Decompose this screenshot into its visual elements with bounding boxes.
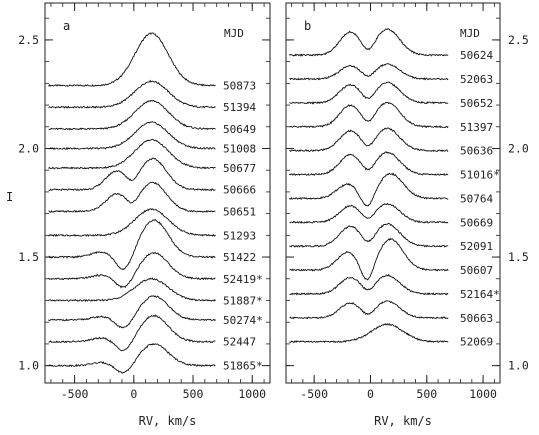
series-label: 51422 — [223, 251, 256, 264]
series-line-50636 — [289, 127, 449, 153]
series-label: 50274* — [223, 314, 263, 327]
series-line-50651 — [48, 181, 216, 213]
x-tick-label: 0 — [130, 387, 137, 401]
x-tick-label: 500 — [183, 387, 204, 401]
series-label: 50636 — [460, 145, 493, 158]
series-label: 51887* — [223, 294, 263, 307]
series-line-51293 — [48, 208, 216, 237]
series-label: 52419* — [223, 273, 263, 286]
series-label: 52164* — [460, 288, 500, 301]
series-label: 50669 — [460, 216, 493, 229]
x-tick-label: -500 — [300, 387, 328, 401]
series-label: 52069 — [460, 336, 493, 349]
series-label: 51865* — [223, 360, 263, 373]
series-line-51008 — [48, 121, 216, 151]
series-line-51887-star — [48, 277, 216, 303]
panel-a: -500 0 500 1000 1.0 1.5 2.0 2.5 a MJD RV, km/s I 508… — [6, 2, 271, 428]
x-axis-label: RV, km/s — [374, 414, 432, 428]
series-label: 51008 — [223, 142, 256, 155]
series-label: 52091 — [460, 240, 493, 253]
series-label: 51394 — [223, 101, 256, 114]
y-tick-label: 1.5 — [18, 250, 39, 264]
mjd-header: MJD — [460, 27, 480, 40]
series-line-52063 — [289, 63, 449, 81]
y-axis-label: I — [6, 190, 13, 204]
series-line-50663 — [289, 300, 449, 320]
series-label: 50652 — [460, 97, 493, 110]
x-tick-label: 1000 — [238, 387, 266, 401]
series-line-52447 — [48, 314, 216, 352]
y-tick-label: 1.0 — [18, 359, 39, 373]
x-tick-label: -500 — [61, 387, 89, 401]
series-line-51397 — [289, 101, 449, 129]
series-line-50624 — [289, 27, 449, 58]
y-tick-label: 1.5 — [508, 250, 529, 264]
y-tick-label: 1.0 — [508, 359, 529, 373]
x-axis-label: RV, km/s — [139, 414, 197, 428]
series-line-52419-star — [48, 251, 216, 289]
series-label: 50666 — [223, 184, 256, 197]
series-line-50873 — [48, 32, 216, 87]
series-label: 50607 — [460, 264, 493, 277]
series-label: 51397 — [460, 121, 493, 134]
mjd-header: MJD — [224, 27, 244, 40]
series-line-52069 — [289, 323, 449, 344]
series-label: 50624 — [460, 49, 493, 62]
series-line-50666 — [48, 157, 216, 192]
series-label: 50663 — [460, 312, 493, 325]
series-label: 52063 — [460, 73, 493, 86]
series-line-50652 — [289, 81, 449, 105]
panel-letter: b — [304, 19, 311, 33]
y-tick-label: 2.5 — [508, 33, 529, 47]
series-line-51394 — [48, 79, 216, 109]
series-label: 50873 — [223, 80, 256, 93]
y-tick-label: 2.0 — [18, 141, 39, 155]
series-label: 52447 — [223, 336, 256, 349]
series-line-52091 — [289, 223, 449, 248]
x-tick-label: 500 — [416, 387, 437, 401]
panel-letter: a — [63, 19, 70, 33]
series-line-51422 — [48, 218, 216, 271]
series-label: 50677 — [223, 162, 256, 175]
x-tick-label: 1000 — [469, 387, 497, 401]
series-line-50677 — [48, 138, 216, 170]
series-line-50764 — [289, 172, 449, 207]
series-label: 51293 — [223, 229, 256, 242]
series-line-50607 — [289, 237, 449, 281]
series-label: 50651 — [223, 205, 256, 218]
series-line-50274-star — [48, 295, 216, 329]
x-tick-label: 0 — [367, 387, 374, 401]
y-tick-label: 2.5 — [18, 33, 39, 47]
series-label: 51016* — [460, 169, 500, 182]
series-line-50649 — [48, 100, 216, 131]
series-line-51865-star — [48, 342, 216, 374]
series-line-52164-star — [289, 273, 449, 296]
series-label: 50764 — [460, 192, 493, 205]
panel-b: -500 0 500 1000 1.0 1.5 2.0 2.5 b MJD RV, km/s 5062… — [285, 2, 529, 428]
series-line-51016-star — [289, 151, 449, 176]
series-line-50669 — [289, 202, 449, 224]
y-tick-label: 2.0 — [508, 141, 529, 155]
series-label: 50649 — [223, 123, 256, 136]
